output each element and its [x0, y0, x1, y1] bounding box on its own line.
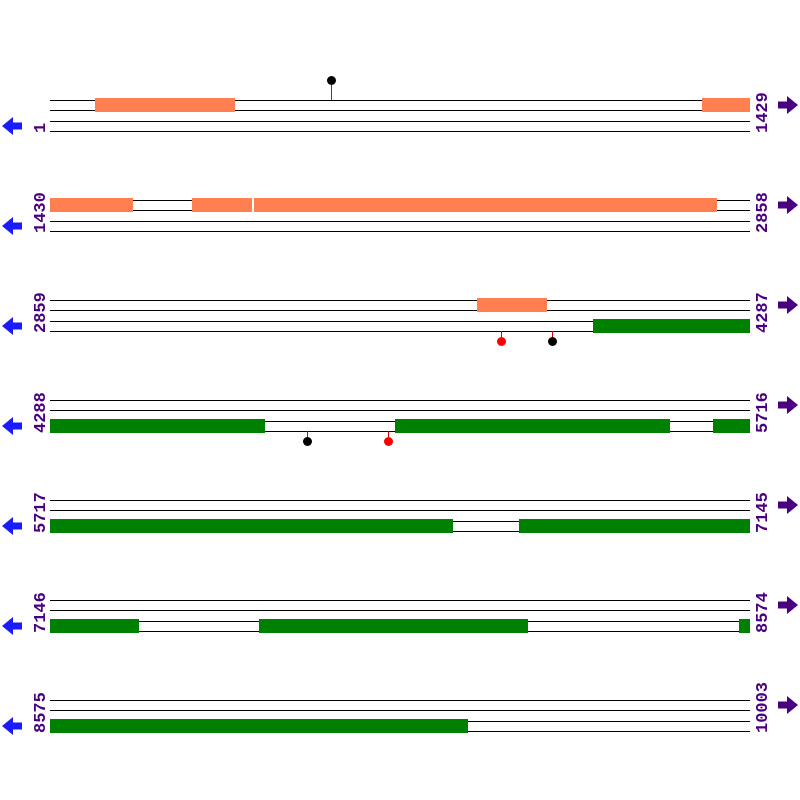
left-arrow-glyph — [2, 417, 22, 435]
frame-line-1 — [50, 600, 750, 601]
forward-feature-bar[interactable] — [192, 198, 252, 212]
right-arrow-glyph — [778, 696, 798, 714]
right-arrow-glyph — [778, 96, 798, 114]
frame-line-2 — [50, 610, 750, 611]
frame-line-1 — [50, 100, 750, 101]
frame-line-1 — [50, 500, 750, 501]
marker-dot-red — [384, 437, 393, 446]
row-end-coordinate-label: 5716 — [754, 392, 773, 433]
next-segment-arrow-icon[interactable] — [778, 296, 798, 314]
forward-feature-bar[interactable] — [254, 198, 717, 212]
row-start-coordinate-label: 8575 — [32, 692, 51, 733]
frame-line-3 — [50, 221, 750, 222]
marker-stem — [388, 431, 389, 438]
row-end-coordinate-label: 2858 — [754, 192, 773, 233]
reverse-feature-bar[interactable] — [50, 719, 468, 733]
previous-segment-arrow-icon[interactable] — [2, 717, 22, 735]
next-segment-arrow-icon[interactable] — [778, 196, 798, 214]
next-segment-arrow-icon[interactable] — [778, 396, 798, 414]
frame-line-2 — [50, 110, 750, 111]
frame-line-3 — [50, 321, 750, 322]
row-end-coordinate-label: 4287 — [754, 292, 773, 333]
row-end-coordinate-label: 1429 — [754, 92, 773, 133]
marker-dot-black — [327, 76, 336, 85]
row-end-coordinate-label: 10003 — [754, 681, 773, 733]
frame-line-4 — [50, 331, 750, 332]
marker-stem — [307, 431, 308, 438]
frame-line-3 — [50, 121, 750, 122]
previous-segment-arrow-icon[interactable] — [2, 417, 22, 435]
frame-line-2 — [50, 510, 750, 511]
previous-segment-arrow-icon[interactable] — [2, 117, 22, 135]
marker-dot-black — [303, 437, 312, 446]
row-start-coordinate-label: 4288 — [32, 392, 51, 433]
previous-segment-arrow-icon[interactable] — [2, 617, 22, 635]
row-end-coordinate-label: 8574 — [754, 592, 773, 633]
right-arrow-glyph — [778, 596, 798, 614]
marker-stem — [331, 84, 332, 100]
previous-segment-arrow-icon[interactable] — [2, 217, 22, 235]
feature-separator — [252, 198, 254, 212]
marker-stem — [552, 331, 553, 338]
previous-segment-arrow-icon[interactable] — [2, 317, 22, 335]
forward-feature-bar[interactable] — [477, 298, 547, 312]
forward-feature-bar[interactable] — [95, 98, 235, 112]
reverse-feature-bar[interactable] — [50, 619, 139, 633]
left-arrow-glyph — [2, 517, 22, 535]
left-arrow-glyph — [2, 617, 22, 635]
row-end-coordinate-label: 7145 — [754, 492, 773, 533]
forward-feature-bar[interactable] — [702, 98, 750, 112]
frame-line-2 — [50, 710, 750, 711]
reverse-feature-bar[interactable] — [713, 419, 750, 433]
previous-segment-arrow-icon[interactable] — [2, 517, 22, 535]
marker-stem — [501, 331, 502, 338]
reverse-feature-bar[interactable] — [50, 419, 265, 433]
right-arrow-glyph — [778, 296, 798, 314]
next-segment-arrow-icon[interactable] — [778, 496, 798, 514]
row-start-coordinate-label: 7146 — [32, 592, 51, 633]
forward-feature-bar[interactable] — [50, 198, 133, 212]
next-segment-arrow-icon[interactable] — [778, 96, 798, 114]
frame-line-2 — [50, 310, 750, 311]
reverse-feature-bar[interactable] — [593, 319, 750, 333]
reverse-feature-bar[interactable] — [519, 519, 750, 533]
right-arrow-glyph — [778, 396, 798, 414]
frame-line-1 — [50, 400, 750, 401]
marker-dot-black — [548, 337, 557, 346]
row-start-coordinate-label: 1430 — [32, 192, 51, 233]
right-arrow-glyph — [778, 496, 798, 514]
left-arrow-glyph — [2, 317, 22, 335]
left-arrow-glyph — [2, 717, 22, 735]
row-start-coordinate-label: 5717 — [32, 492, 51, 533]
reverse-feature-bar[interactable] — [259, 619, 528, 633]
row-start-coordinate-label: 1 — [32, 122, 51, 133]
reverse-feature-bar[interactable] — [50, 519, 453, 533]
row-start-coordinate-label: 2859 — [32, 292, 51, 333]
right-arrow-glyph — [778, 196, 798, 214]
next-segment-arrow-icon[interactable] — [778, 696, 798, 714]
left-arrow-glyph — [2, 217, 22, 235]
reverse-feature-bar[interactable] — [395, 419, 670, 433]
frame-line-4 — [50, 131, 750, 132]
frame-line-2 — [50, 410, 750, 411]
next-segment-arrow-icon[interactable] — [778, 596, 798, 614]
reverse-feature-bar[interactable] — [739, 619, 750, 633]
frame-line-1 — [50, 300, 750, 301]
left-arrow-glyph — [2, 117, 22, 135]
marker-dot-red — [497, 337, 506, 346]
frame-line-4 — [50, 231, 750, 232]
frame-line-1 — [50, 700, 750, 701]
